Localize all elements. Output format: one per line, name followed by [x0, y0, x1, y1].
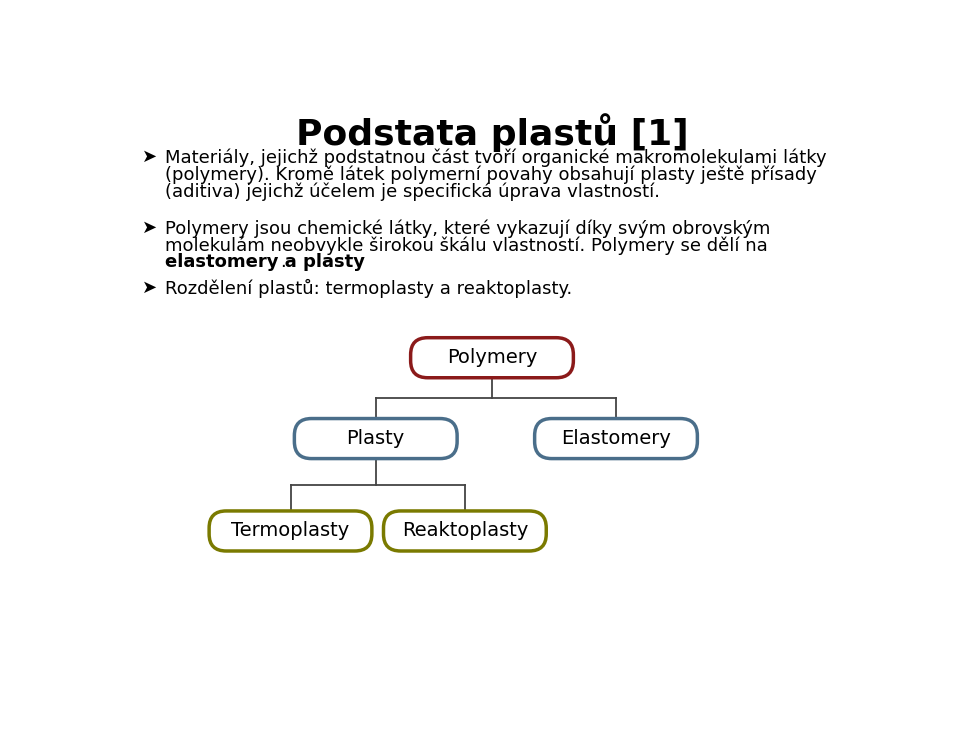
- FancyBboxPatch shape: [535, 419, 697, 459]
- FancyBboxPatch shape: [383, 511, 546, 551]
- Text: elastomery a plasty: elastomery a plasty: [165, 253, 365, 271]
- Text: (polymery). Kromě látek polymerní povahy obsahují plasty ještě přísady: (polymery). Kromě látek polymerní povahy…: [165, 165, 817, 184]
- Text: Elastomery: Elastomery: [561, 429, 671, 448]
- Text: ➤: ➤: [142, 279, 156, 297]
- Text: Polymery jsou chemické látky, které vykazují díky svým obrovským: Polymery jsou chemické látky, které vyka…: [165, 219, 770, 238]
- Text: (aditiva) jejichž účelem je specifická úprava vlastností.: (aditiva) jejichž účelem je specifická ú…: [165, 183, 660, 200]
- Text: Termoplasty: Termoplasty: [231, 521, 349, 541]
- Text: ➤: ➤: [142, 219, 156, 237]
- Text: Rozdělení plastů: termoplasty a reaktoplasty.: Rozdělení plastů: termoplasty a reaktopl…: [165, 279, 572, 298]
- Text: Polymery: Polymery: [446, 349, 538, 367]
- Text: .: .: [279, 253, 285, 271]
- FancyBboxPatch shape: [295, 419, 457, 459]
- Text: Materiály, jejichž podstatnou část tvoří organické makromolekulami látky: Materiály, jejichž podstatnou část tvoří…: [165, 148, 827, 167]
- Text: ➤: ➤: [142, 148, 156, 166]
- Text: Reaktoplasty: Reaktoplasty: [401, 521, 528, 541]
- FancyBboxPatch shape: [411, 337, 573, 378]
- Text: molekulám neobvykle širokou škálu vlastností. Polymery se dělí na: molekulám neobvykle širokou škálu vlastn…: [165, 236, 768, 254]
- Text: Plasty: Plasty: [347, 429, 405, 448]
- Text: Podstata plastů [1]: Podstata plastů [1]: [296, 113, 688, 152]
- FancyBboxPatch shape: [209, 511, 372, 551]
